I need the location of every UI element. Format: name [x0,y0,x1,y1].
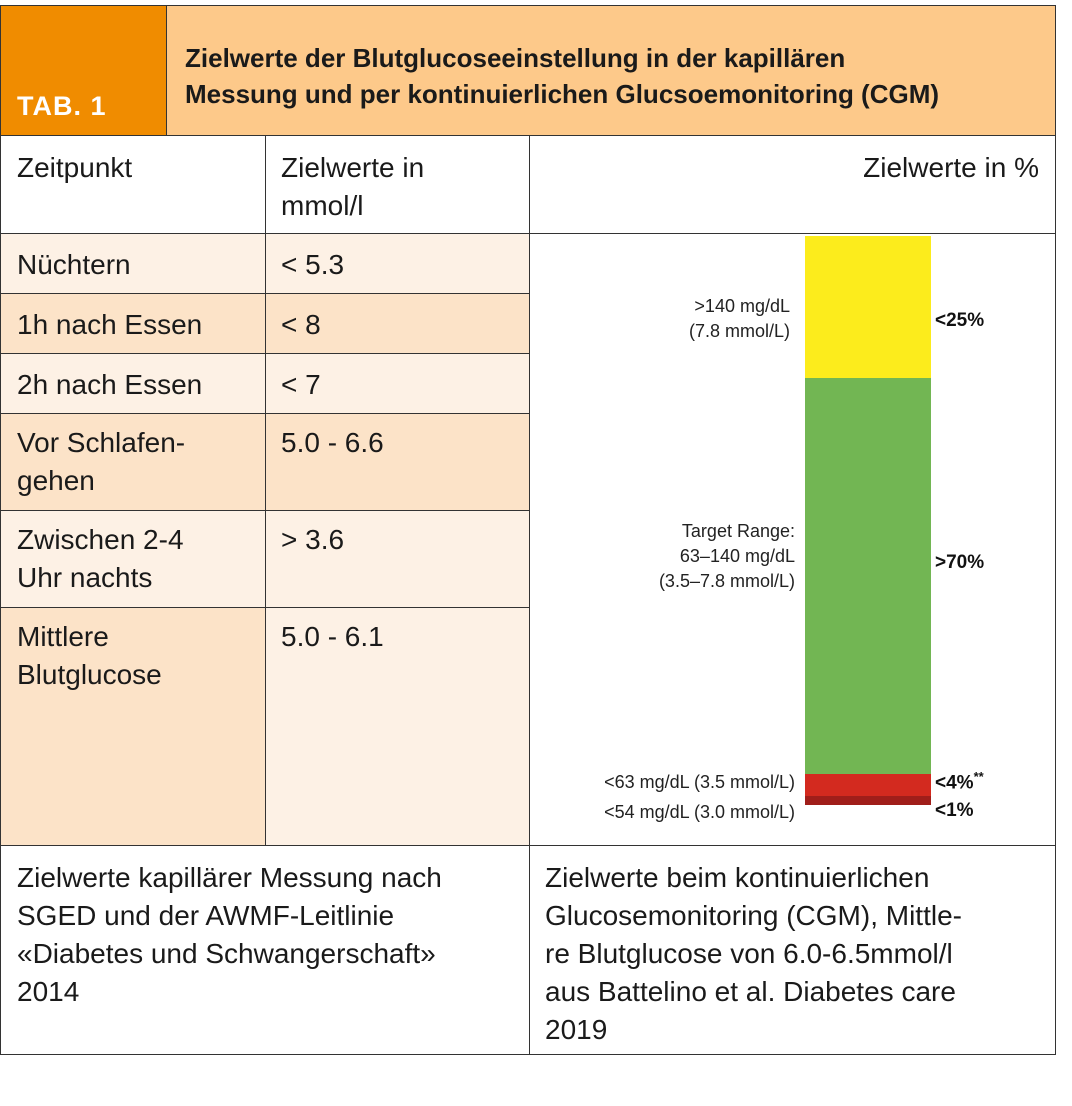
cgm-bar-low [805,774,931,796]
row-value-2h: < 7 [281,369,321,400]
row-time-night: Zwischen 2-4 Uhr nachts [1,521,200,597]
cgm-pct-high: <25% [935,310,985,331]
column-header-target-line-2: mmol/l [281,190,364,221]
row-time-bedtime-line-2: gehen [17,465,95,496]
cgm-label-high-line-1: >140 mg/dL [694,296,790,316]
divider [529,136,530,1054]
cgm-label-very-low: <54 mg/dL (3.0 mmol/L) [604,802,795,822]
table-row [1,608,265,845]
column-header-target-mmol: Zielwerte in mmol/l [265,149,440,225]
row-time-1h: 1h nach Essen [17,309,203,340]
cgm-label-target-line-1: Target Range: [681,521,795,541]
column-header-target-line-1: Zielwerte in [281,152,425,183]
cgm-pct-low-value: <4% [935,772,974,794]
footer-left-line: 2014 [17,976,80,1007]
table-title-line-2: Messung und per kontinuierlichen Glucsoe… [185,79,940,109]
divider [265,136,266,845]
row-time-mean-line-1: Mittlere [17,621,109,652]
cgm-bar-target [805,378,931,774]
table-title: Zielwerte der Blutglucoseeinstellung in … [185,40,1035,112]
cgm-label-target: Target Range: 63–140 mg/dL (3.5–7.8 mmol… [659,519,795,594]
cgm-label-target-line-3: (3.5–7.8 mmol/L) [658,571,795,591]
column-header-time: Zeitpunkt [17,152,133,183]
divider [1,233,1055,234]
footer-left-line: SGED und der AWMF-Leitlinie [17,900,395,931]
cgm-label-high-line-2: (7.8 mmol/L) [688,321,790,341]
cgm-label-low: <63 mg/dL (3.5 mmol/L) [604,772,795,792]
table-title-bar: Zielwerte der Blutglucoseeinstellung in … [167,6,1055,136]
row-time-night-line-1: Zwischen 2-4 [17,524,184,555]
row-value-night: > 3.6 [281,524,345,555]
footer-right-line: Glucosemonitoring (CGM), Mittle- [545,900,962,931]
divider [1,845,1055,846]
cgm-pct-very-low: <1% [935,800,974,821]
column-header-percent: Zielwerte in % [863,152,1039,183]
footer-right-line: re Blutglucose von 6.0-6.5mmol/l [545,938,953,969]
cgm-label-target-line-2: 63–140 mg/dL [679,546,795,566]
row-value-fasting: < 5.3 [281,249,345,280]
divider [1,135,1055,136]
table-number: TAB. 1 [17,91,107,121]
row-time-2h: 2h nach Essen [17,369,203,400]
footer-right-line: aus Battelino et al. Diabetes care [545,976,956,1007]
row-time-bedtime-line-1: Vor Schlafen- [17,427,186,458]
cgm-bar-high [805,236,931,378]
cgm-pct-target: >70% [935,552,985,573]
footer-right-line: Zielwerte beim kontinuierlichen [545,862,930,893]
row-value-mean: 5.0 - 6.1 [281,621,384,652]
footer-right-note: Zielwerte beim kontinuierlichen Glucosem… [529,859,1072,1049]
cgm-bar-very-low [805,796,931,805]
cgm-pct-low: <4%** [935,769,984,794]
row-time-fasting: Nüchtern [17,249,131,280]
footer-right-line: 2019 [545,1014,608,1045]
row-value-1h: < 8 [281,309,321,340]
row-time-bedtime: Vor Schlafen- gehen [1,424,201,500]
table-row [266,608,529,845]
table-title-line-1: Zielwerte der Blutglucoseeinstellung in … [185,43,846,73]
footer-left-note: Zielwerte kapillärer Messung nach SGED u… [1,859,561,1011]
table-number-tag: TAB. 1 [1,6,167,136]
row-time-mean: Mittlere Blutglucose [1,618,178,694]
row-value-bedtime: 5.0 - 6.6 [281,427,384,458]
footer-left-line: Zielwerte kapillärer Messung nach [17,862,442,893]
cgm-pct-low-footnote: ** [973,769,984,784]
table-frame: TAB. 1 Zielwerte der Blutglucoseeinstell… [0,5,1056,1055]
row-time-mean-line-2: Blutglucose [17,659,162,690]
footer-left-line: «Diabetes und Schwangerschaft» [17,938,436,969]
row-time-night-line-2: Uhr nachts [17,562,153,593]
cgm-label-high: >140 mg/dL (7.8 mmol/L) [689,294,790,344]
